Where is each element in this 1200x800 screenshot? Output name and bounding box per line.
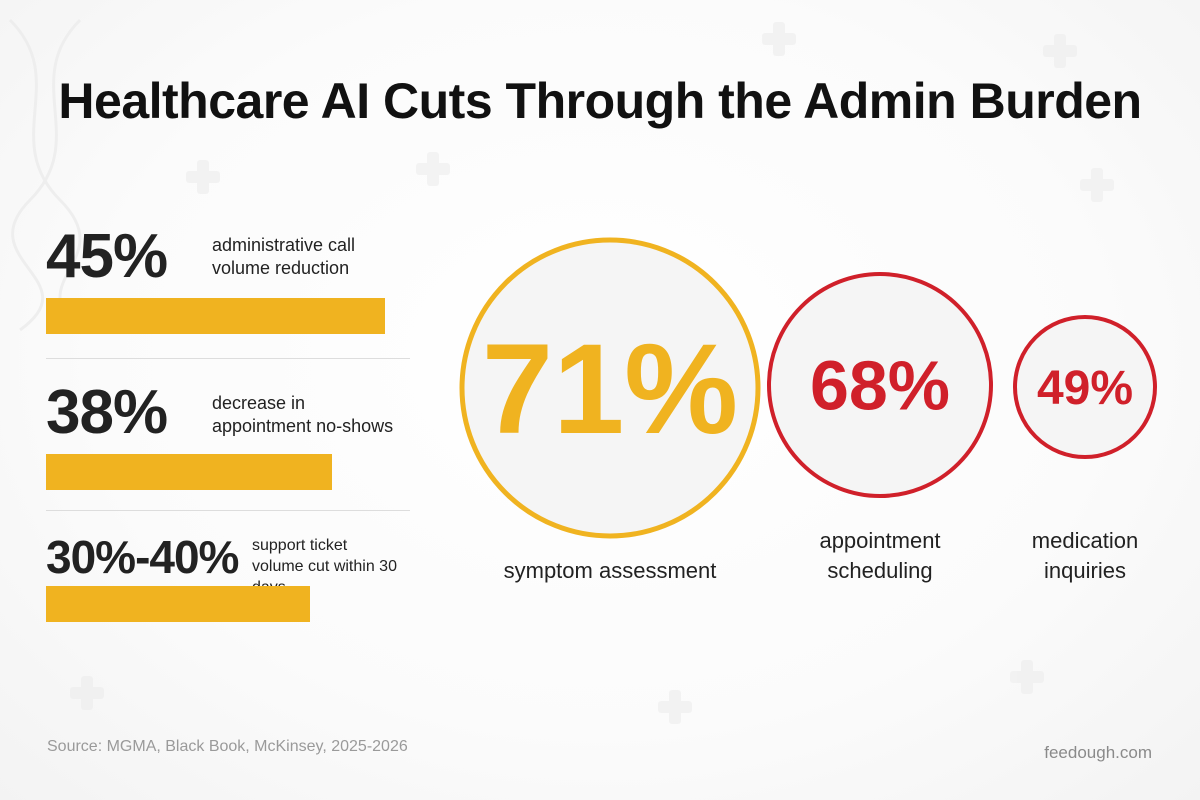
bubble-label: appointment xyxy=(819,528,940,553)
bubble-label: inquiries xyxy=(1044,558,1126,583)
plus-decoration xyxy=(416,152,450,186)
stat-item: 45% administrative call volume reduction xyxy=(46,226,416,342)
stat-bar xyxy=(46,454,332,490)
stat-label-line: support ticket xyxy=(252,537,348,554)
divider xyxy=(46,510,410,511)
stat-value: 45% xyxy=(46,222,168,291)
plus-decoration xyxy=(70,676,104,710)
plus-decoration xyxy=(186,160,220,194)
bubble-label: medication xyxy=(1032,528,1138,553)
plus-decoration xyxy=(1043,34,1077,68)
stat-label-line: administrative call xyxy=(212,235,356,255)
stat-bar xyxy=(46,298,385,334)
stat-item: 38% decrease in appointment no-shows xyxy=(46,382,416,494)
plus-decoration xyxy=(762,22,796,56)
stat-label-line: decrease in xyxy=(212,393,306,413)
brand-link[interactable]: feedough.com xyxy=(1044,743,1152,762)
bubble-value: 49% xyxy=(1037,362,1133,415)
source-note: Source: MGMA, Black Book, McKinsey, 2025… xyxy=(47,738,408,755)
divider xyxy=(46,358,410,359)
stat-bar xyxy=(46,586,310,622)
bubble-value: 68% xyxy=(810,347,950,425)
bubble-label: scheduling xyxy=(827,558,932,583)
page-title: Healthcare AI Cuts Through the Admin Bur… xyxy=(58,73,1142,129)
plus-decoration xyxy=(1080,168,1114,202)
bubble-circle xyxy=(1013,315,1157,459)
bubble-circle xyxy=(767,272,993,498)
stat-value: 30%-40% xyxy=(46,531,239,583)
stat-label-line: volume reduction xyxy=(212,258,350,279)
stat-label-line: appointment no-shows xyxy=(212,416,394,437)
plus-decoration xyxy=(1010,660,1044,694)
bubble-label: symptom assessment xyxy=(504,558,717,583)
stat-item: 30%-40% support ticket volume cut within… xyxy=(46,532,416,624)
stat-label: decrease in appointment no-shows xyxy=(212,392,393,439)
bubble-circle xyxy=(459,237,761,539)
stat-value: 38% xyxy=(46,378,168,447)
bubble-value: 71% xyxy=(482,318,738,461)
plus-decoration xyxy=(658,690,692,724)
stat-label: administrative call volume reduction xyxy=(212,234,355,281)
